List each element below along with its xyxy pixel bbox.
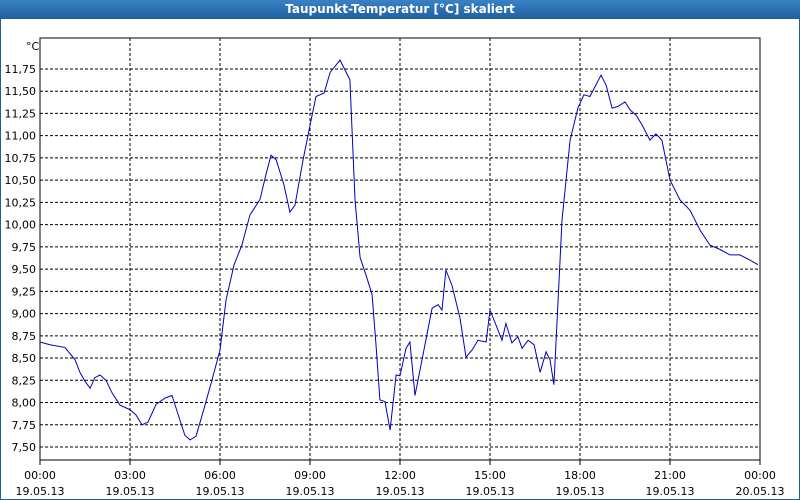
x-tick-date: 19.05.13 (556, 485, 605, 498)
x-tick-date: 19.05.13 (466, 485, 515, 498)
x-tick-label: 03:00 (114, 469, 146, 482)
x-tick-date: 19.05.13 (376, 485, 425, 498)
y-tick-label: 10,50 (5, 174, 37, 187)
plot-border (39, 37, 761, 461)
x-tick-label: 18:00 (564, 469, 596, 482)
x-tick-label: 00:00 (744, 469, 776, 482)
x-tick-date: 19.05.13 (106, 485, 155, 498)
y-tick-label: 9,50 (12, 263, 37, 276)
y-tick-label: 8,75 (12, 330, 37, 343)
x-tick-label: 21:00 (654, 469, 686, 482)
y-tick-label: 8,25 (12, 374, 37, 387)
x-tick-label: 00:00 (24, 469, 56, 482)
chart-title: Taupunkt-Temperatur [°C] skaliert (285, 2, 515, 16)
y-tick-label: 10,25 (5, 196, 37, 209)
y-tick-label: 7,50 (12, 441, 37, 454)
x-tick-date: 20.05.13 (736, 485, 785, 498)
y-tick-label: 8,00 (12, 397, 37, 410)
x-tick-label: 06:00 (204, 469, 236, 482)
x-tick-label: 12:00 (384, 469, 416, 482)
x-tick-date: 19.05.13 (196, 485, 245, 498)
y-tick-label: 11,50 (5, 85, 37, 98)
y-tick-label: 10,75 (5, 152, 37, 165)
y-tick-label: 9,25 (12, 285, 37, 298)
y-tick-label: 11,75 (5, 63, 37, 76)
y-tick-label: 9,75 (12, 241, 37, 254)
y-unit: °C (26, 40, 40, 53)
y-tick-label: 9,00 (12, 308, 37, 321)
y-tick-label: 7,75 (12, 419, 37, 432)
y-tick-label: 10,00 (5, 219, 37, 232)
data-line (39, 59, 759, 441)
x-tick-label: 09:00 (294, 469, 326, 482)
x-tick-date: 19.05.13 (16, 485, 65, 498)
x-tick-date: 19.05.13 (286, 485, 335, 498)
y-tick-label: 11,25 (5, 107, 37, 120)
x-tick-date: 19.05.13 (646, 485, 695, 498)
x-tick-label: 15:00 (474, 469, 506, 482)
title-bar (0, 0, 800, 19)
y-tick-label: 11,00 (5, 130, 37, 143)
y-tick-label: 8,50 (12, 352, 37, 365)
